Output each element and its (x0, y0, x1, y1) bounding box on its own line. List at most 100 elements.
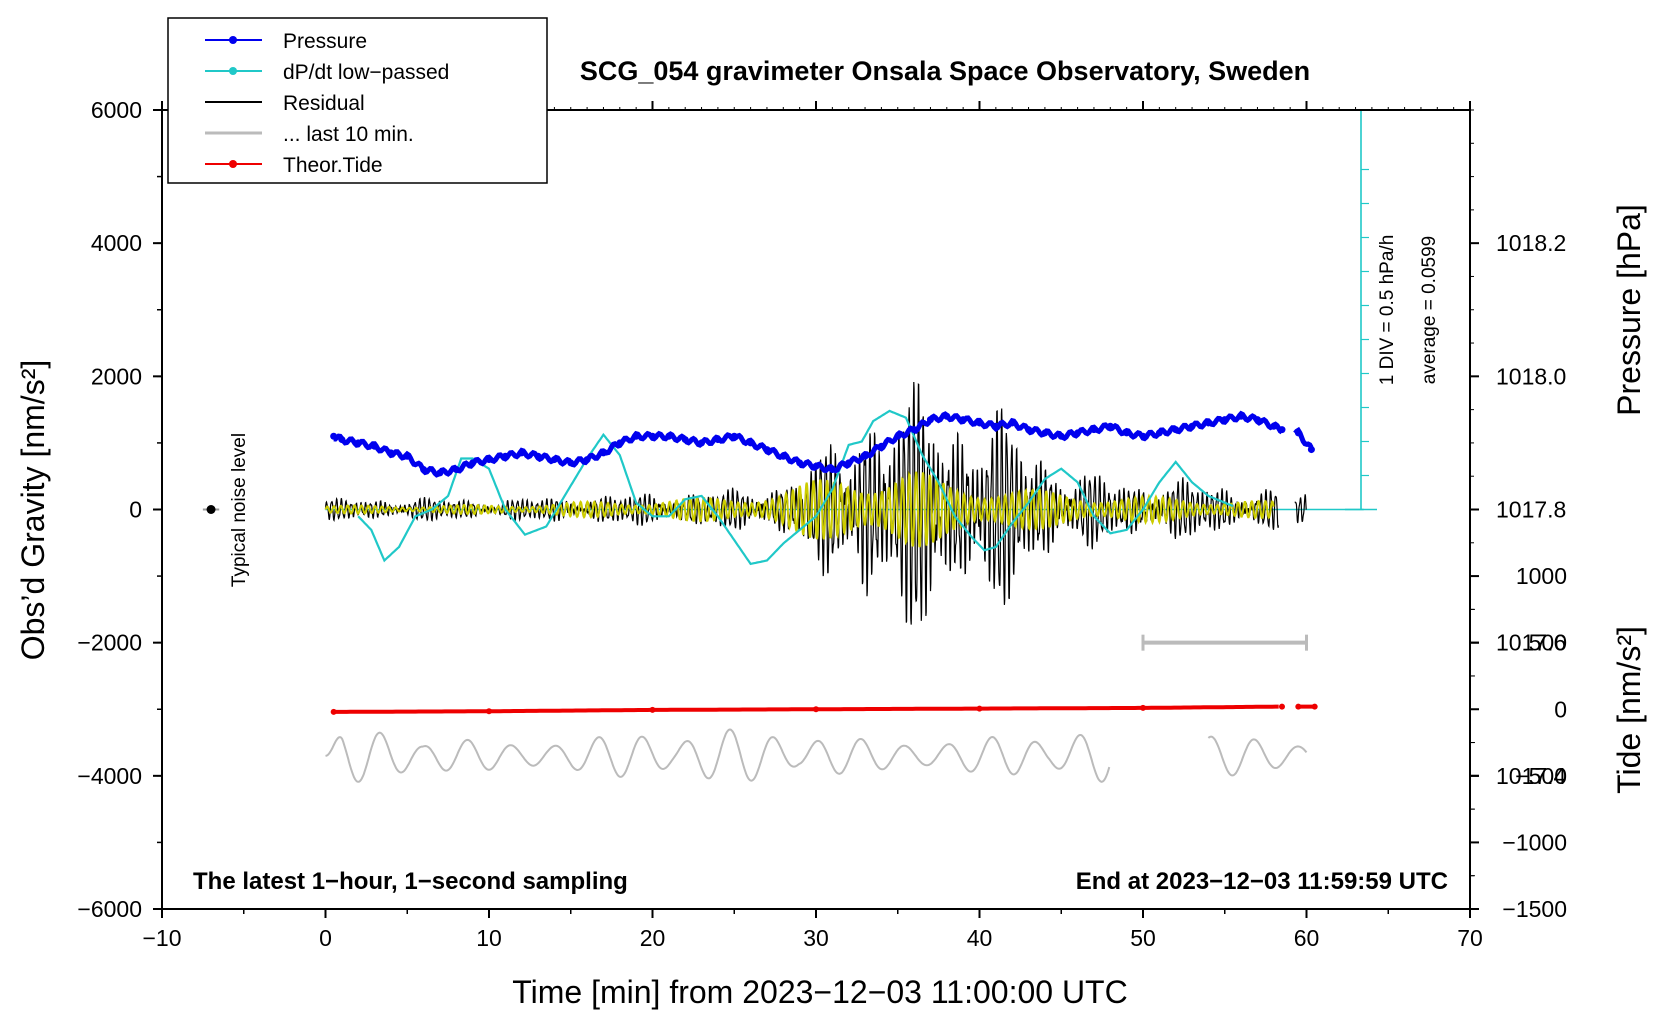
x-tick-label: 30 (803, 925, 829, 951)
pressure-point (1221, 416, 1229, 424)
tide-tick-label: 500 (1529, 630, 1567, 656)
tide-point (1311, 703, 1318, 710)
pressure-point (1204, 419, 1212, 427)
pressure-point (763, 446, 771, 454)
legend-marker (229, 67, 237, 75)
pressure-point (1270, 422, 1278, 430)
legend-label: Residual (283, 92, 365, 115)
pressure-point (698, 439, 706, 447)
pressure-point (877, 442, 885, 450)
pressure-point (616, 439, 624, 447)
pressure-point (1253, 416, 1261, 424)
pressure-point (730, 432, 738, 440)
noise-level-label: Typical noise level (229, 433, 250, 587)
pressure-point (894, 432, 902, 440)
pressure-point (354, 439, 362, 447)
pressure-tick-label: 1018.2 (1496, 230, 1566, 256)
tide-tick-label: 1000 (1516, 563, 1567, 589)
pressure-point (452, 466, 460, 474)
last-10-min-line (325, 728, 1308, 783)
sampling-note: The latest 1−hour, 1−second sampling (193, 868, 628, 895)
pressure-point (976, 419, 983, 427)
pressure-point (959, 416, 967, 424)
x-tick-label: 10 (476, 925, 502, 951)
pressure-tick-label: 1017.8 (1496, 497, 1566, 523)
pressure-point (1307, 446, 1315, 454)
residual-filtered-line (324, 470, 1275, 548)
y-axis-title-tide: Tide [nm/s²] (1611, 626, 1647, 794)
pressure-point (926, 416, 934, 424)
pressure-point (861, 452, 869, 460)
pressure-tick-label: 1018.0 (1496, 363, 1566, 389)
tide-tick-label: −1500 (1502, 896, 1567, 922)
legend-label: Pressure (283, 30, 367, 53)
y-tick-label-left: −4000 (77, 763, 142, 789)
pressure-point (747, 439, 755, 447)
chart-title: SCG_054 gravimeter Onsala Space Observat… (580, 56, 1310, 86)
pressure-point (371, 442, 379, 450)
x-tick-label: 0 (319, 925, 332, 951)
pressure-point (1139, 432, 1147, 440)
pressure-point (992, 422, 1000, 430)
tide-tick-label: −1000 (1502, 829, 1567, 855)
tide-point (976, 705, 983, 712)
pressure-point (845, 459, 853, 467)
dpdt-line (357, 409, 1234, 566)
y-tick-label-left: 4000 (91, 230, 142, 256)
pressure-point (583, 456, 591, 464)
pressure-point (779, 452, 787, 460)
x-tick-label: −10 (142, 925, 181, 951)
pressure-point (1057, 432, 1065, 440)
pressure-point (469, 459, 477, 467)
pressure-point (420, 466, 428, 474)
pressure-point (1294, 429, 1302, 437)
pressure-point (812, 462, 820, 470)
x-tick-label: 40 (967, 925, 993, 951)
legend-box (167, 17, 548, 184)
tide-tick-label: 0 (1554, 696, 1567, 722)
pressure-point (649, 432, 656, 440)
noise-level-dot (206, 505, 216, 514)
pressure-tick-label: 1017.4 (1496, 763, 1567, 789)
pressure-point (330, 432, 338, 440)
legend-label: dP/dt low−passed (283, 61, 449, 84)
pressure-point (1090, 426, 1098, 434)
x-tick-label: 20 (640, 925, 666, 951)
pressure-point (534, 452, 542, 460)
pressure-point (1008, 419, 1016, 427)
pressure-point (567, 459, 575, 467)
pressure-point (1172, 426, 1180, 434)
axes-layer: −10 0 10 20 30 40 50 60 70 6000 4000 2000 0 −2000 −400… (77, 97, 1567, 951)
tide-point (330, 708, 337, 715)
y-tick-label-left: 6000 (91, 97, 142, 123)
pressure-point (910, 426, 918, 434)
pressure-point (1155, 429, 1163, 437)
y-tick-label-left: 2000 (91, 363, 142, 389)
pressure-point (665, 432, 673, 440)
y-tick-label-left: −2000 (77, 630, 142, 656)
pressure-point (1106, 422, 1114, 430)
pressure-point (1074, 429, 1082, 437)
average-label: average = 0.0599 (1419, 236, 1440, 384)
pressure-point (796, 459, 804, 467)
x-tick-label: 60 (1294, 925, 1320, 951)
y-tick-label-left: 0 (129, 497, 142, 523)
pressure-point (1278, 426, 1286, 434)
tide-point (1140, 704, 1146, 711)
x-tick-label: 50 (1130, 925, 1156, 951)
pressure-point (1123, 429, 1131, 437)
legend-marker (229, 36, 237, 44)
pressure-point (1188, 422, 1196, 430)
end-time-note: End at 2023−12−03 11:59:59 UTC (1076, 868, 1448, 895)
pressure-point (518, 449, 526, 457)
x-tick-label: 70 (1457, 925, 1483, 951)
tide-tick-label: −500 (1515, 763, 1567, 789)
pressure-point (1025, 426, 1033, 434)
legend-label: Theor.Tide (283, 154, 383, 177)
pressure-point (599, 449, 607, 457)
pressure-point (714, 436, 722, 444)
pressure-point (1237, 412, 1245, 420)
pressure-point (828, 466, 836, 474)
tide-point (486, 708, 492, 715)
